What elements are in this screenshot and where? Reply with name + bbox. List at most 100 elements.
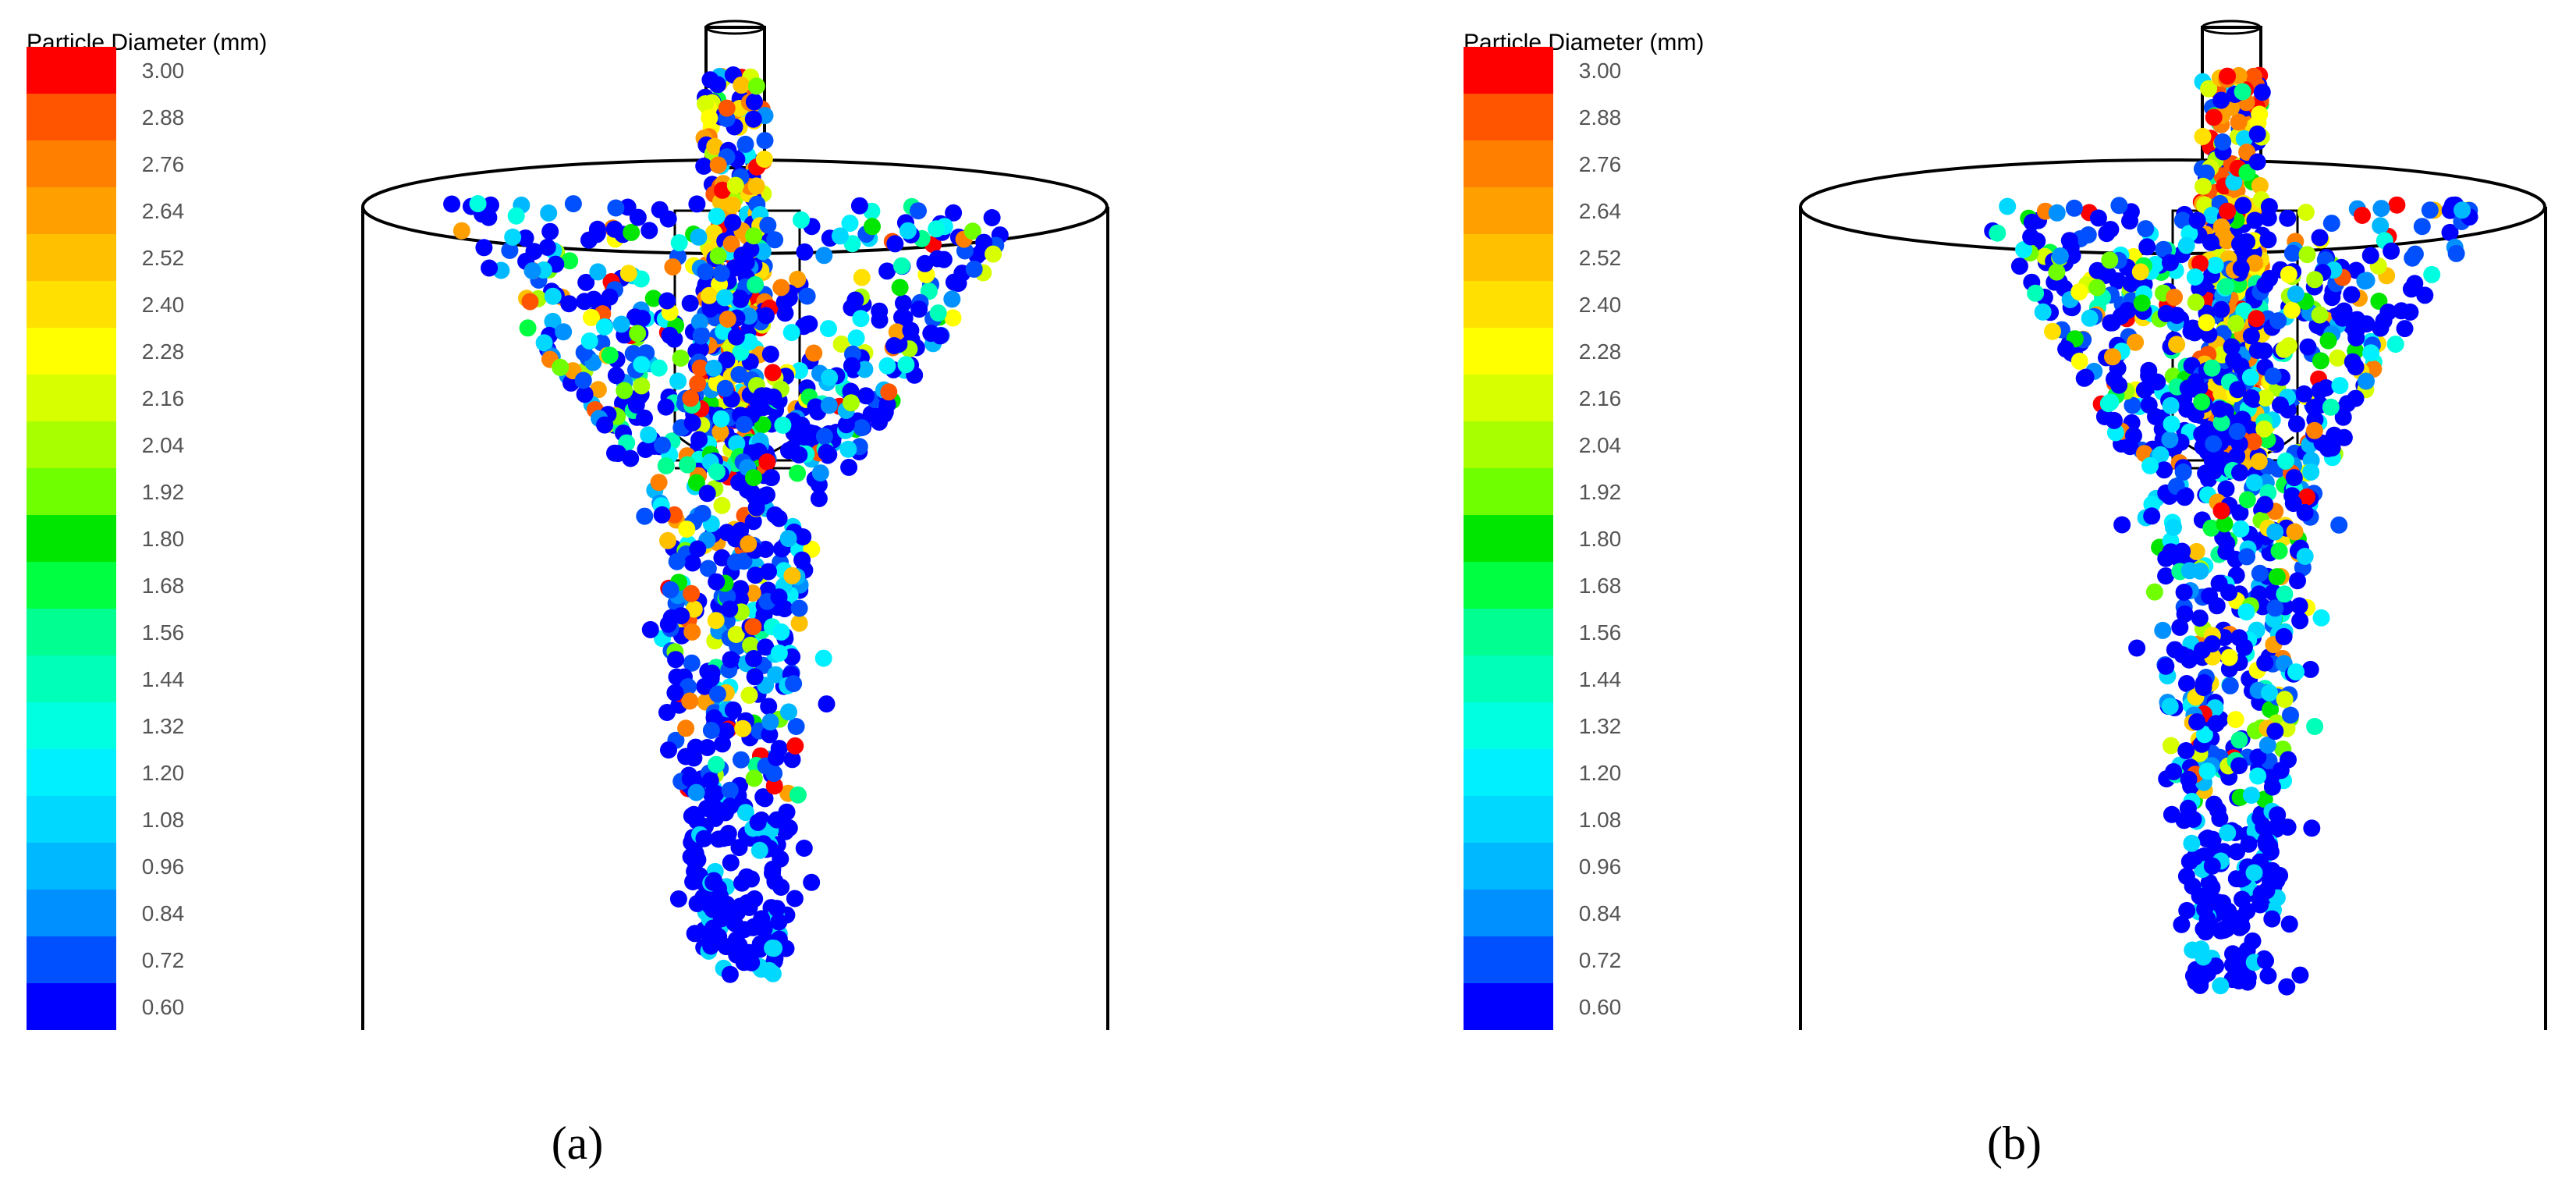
particle — [677, 719, 695, 737]
particle — [756, 132, 774, 150]
particle — [791, 362, 808, 379]
particle — [2221, 677, 2239, 694]
colorbar-band — [1464, 281, 1553, 328]
particle — [708, 573, 726, 591]
particle — [2162, 737, 2180, 755]
particle — [783, 567, 801, 584]
particle — [709, 156, 727, 174]
particle — [701, 71, 719, 89]
particle — [2235, 302, 2253, 320]
particle — [701, 286, 718, 304]
particle — [760, 563, 777, 581]
particle — [2163, 415, 2180, 433]
particle — [541, 222, 559, 240]
particle — [2258, 736, 2276, 754]
colorbar-tick-label: 2.76 — [1579, 152, 1622, 176]
colorbar-band — [1464, 328, 1553, 375]
particle — [601, 346, 619, 364]
particle — [743, 954, 761, 972]
particle — [759, 216, 777, 234]
particle — [2163, 805, 2180, 823]
particle — [2347, 358, 2365, 376]
particle — [2227, 711, 2244, 729]
particle — [2138, 238, 2156, 256]
particle — [585, 290, 603, 308]
colorbar-band — [27, 47, 116, 94]
particle — [2275, 340, 2293, 358]
particle — [2095, 408, 2113, 425]
particle — [2133, 294, 2151, 312]
particle — [886, 235, 904, 253]
colorbar-tick-label: 1.44 — [142, 667, 185, 691]
particle — [2296, 548, 2314, 565]
particle — [708, 755, 726, 773]
particle — [469, 195, 487, 212]
particle — [803, 873, 821, 891]
particle — [668, 552, 686, 570]
particle — [709, 247, 727, 265]
particle — [704, 900, 722, 918]
particle — [774, 416, 792, 434]
colorbar-band — [1464, 421, 1553, 468]
colorbar-tick-label: 0.60 — [142, 995, 185, 1019]
particle — [2195, 177, 2212, 195]
particle — [2279, 209, 2297, 227]
particle — [786, 890, 804, 908]
particle — [623, 223, 640, 241]
particle — [2249, 767, 2267, 785]
particle — [2187, 293, 2205, 311]
particle — [2235, 638, 2253, 656]
particle — [811, 464, 829, 482]
particle — [885, 337, 903, 354]
particle — [2187, 542, 2205, 560]
particle — [443, 195, 461, 213]
particle — [2361, 247, 2379, 265]
particle — [768, 811, 786, 829]
panel-a: Particle Diameter (mm) 3.002.882.762.642… — [27, 20, 1109, 1169]
particle — [658, 704, 676, 721]
particle — [504, 228, 522, 246]
particle — [669, 372, 687, 390]
particle — [2173, 542, 2191, 560]
particle — [2081, 309, 2099, 327]
particle — [2075, 369, 2093, 387]
particle — [2295, 385, 2313, 403]
particle — [2347, 329, 2365, 346]
particle — [814, 649, 832, 667]
particle — [2048, 204, 2066, 222]
particle — [2202, 233, 2219, 251]
particle — [762, 469, 780, 487]
colorbar-band — [27, 328, 116, 375]
colorbar-band — [1464, 187, 1553, 234]
particle — [2280, 265, 2297, 283]
particle — [731, 942, 749, 960]
particle — [507, 207, 525, 225]
particle — [832, 336, 850, 353]
particle — [2298, 246, 2316, 264]
particle — [2248, 310, 2266, 328]
particle — [2176, 488, 2194, 506]
particle — [2396, 320, 2414, 338]
particle — [899, 222, 917, 240]
particle — [2225, 351, 2243, 369]
particle — [902, 321, 920, 339]
particle — [2010, 258, 2028, 275]
particle — [629, 325, 647, 343]
particle — [2246, 211, 2264, 229]
particle — [2051, 247, 2069, 265]
particle — [2238, 164, 2256, 182]
particle — [798, 287, 816, 305]
particle — [790, 614, 808, 632]
particle — [871, 311, 889, 329]
particle — [871, 414, 888, 431]
particle — [679, 456, 697, 474]
particle — [847, 329, 865, 347]
particle — [2311, 306, 2329, 324]
colorbar-tick-label: 1.68 — [142, 574, 185, 598]
colorbar-tick-label: 1.68 — [1579, 574, 1622, 598]
particle — [800, 315, 818, 333]
particle — [2272, 396, 2289, 414]
particle — [2198, 762, 2216, 780]
particle — [818, 695, 836, 713]
colorbar-band — [1464, 562, 1553, 609]
